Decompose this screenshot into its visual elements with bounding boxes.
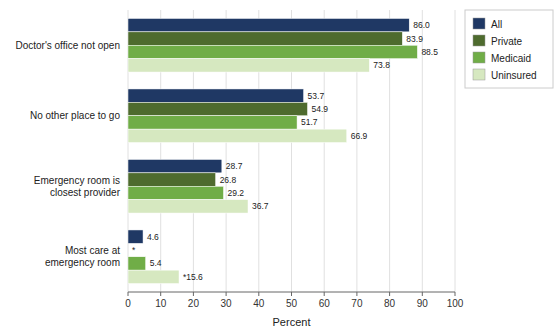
tick-label: 30 <box>221 298 233 309</box>
tick-label: 60 <box>319 298 331 309</box>
data-label: 36.7 <box>252 201 269 211</box>
data-label: 4.6 <box>147 232 159 242</box>
bar <box>128 270 179 283</box>
category-label: Emergency room isclosest provider <box>34 175 121 198</box>
data-label: 86.0 <box>413 20 430 30</box>
tick-mark <box>160 292 161 296</box>
bar <box>128 59 369 72</box>
bar <box>128 89 304 102</box>
grid-line <box>455 10 456 292</box>
data-label: 29.2 <box>227 188 244 198</box>
data-label: *15.6 <box>183 272 203 282</box>
legend: All Private Medicaid Uninsured <box>465 10 553 88</box>
data-label: 28.7 <box>226 161 243 171</box>
bar <box>128 230 143 243</box>
bar <box>128 186 223 199</box>
data-label: 54.9 <box>312 104 329 114</box>
category-label-line: closest provider <box>50 187 121 198</box>
tick-label: 50 <box>286 298 298 309</box>
legend-swatch <box>473 35 485 46</box>
bar <box>128 102 308 115</box>
legend-box <box>465 10 553 88</box>
tick-mark <box>356 292 357 296</box>
bar <box>128 129 347 142</box>
bar <box>128 116 297 129</box>
x-axis-line <box>128 292 455 293</box>
category-label: Most care atemergency room <box>45 245 120 268</box>
data-label: 51.7 <box>301 117 318 127</box>
category-label-line: No other place to go <box>30 110 120 121</box>
tick-mark <box>258 292 259 296</box>
legend-swatch <box>473 52 485 63</box>
category-label-line: Emergency room is <box>34 175 120 186</box>
legend-label: Uninsured <box>491 70 537 81</box>
legend-swatch <box>473 69 485 80</box>
tick-mark <box>455 292 456 296</box>
data-labels: 86.0 83.9 88.5 73.8 53.7 54.9 51.7 66.9 28.7 26.8… <box>132 20 438 282</box>
bars <box>128 18 417 283</box>
tick-label: 100 <box>447 298 464 309</box>
category-label-line: Doctor's office not open <box>15 40 120 51</box>
category-label: Doctor's office not open <box>15 40 120 51</box>
category-label-line: emergency room <box>45 257 120 268</box>
data-label: 83.9 <box>406 34 423 44</box>
tick-mark <box>291 292 292 296</box>
data-label: 26.8 <box>220 175 237 185</box>
legend-label: Medicaid <box>491 53 531 64</box>
bar <box>128 18 409 31</box>
tick-mark <box>226 292 227 296</box>
tick-label: 70 <box>351 298 363 309</box>
bar <box>128 173 216 186</box>
data-label: 66.9 <box>351 131 368 141</box>
data-label: * <box>132 245 136 255</box>
tick-mark <box>128 292 129 296</box>
bar <box>128 257 146 270</box>
x-axis-label: Percent <box>273 316 311 328</box>
bar <box>128 159 222 172</box>
tick-label: 0 <box>125 298 131 309</box>
bar <box>128 243 129 256</box>
bar <box>128 200 248 213</box>
tick-label: 80 <box>384 298 396 309</box>
tick-label: 20 <box>188 298 200 309</box>
data-label: 88.5 <box>421 47 438 57</box>
tick-label: 10 <box>155 298 167 309</box>
category-label-line: Most care at <box>65 245 120 256</box>
bar <box>128 32 402 45</box>
legend-swatch <box>473 18 485 29</box>
data-label: 53.7 <box>308 91 325 101</box>
tick-mark <box>389 292 390 296</box>
tick-mark <box>324 292 325 296</box>
data-label: 5.4 <box>150 258 162 268</box>
tick-label: 90 <box>417 298 429 309</box>
tick-label: 40 <box>253 298 265 309</box>
grid <box>128 10 455 292</box>
data-label: 73.8 <box>373 60 390 70</box>
tick-mark <box>422 292 423 296</box>
bar <box>128 45 417 58</box>
category-label: No other place to go <box>30 110 120 121</box>
tick-mark <box>193 292 194 296</box>
legend-label: All <box>491 19 502 30</box>
legend-label: Private <box>491 36 523 47</box>
chart: 0 10 20 30 40 50 60 70 80 90 100 Percent 86.0 83.9 88.… <box>0 0 560 336</box>
